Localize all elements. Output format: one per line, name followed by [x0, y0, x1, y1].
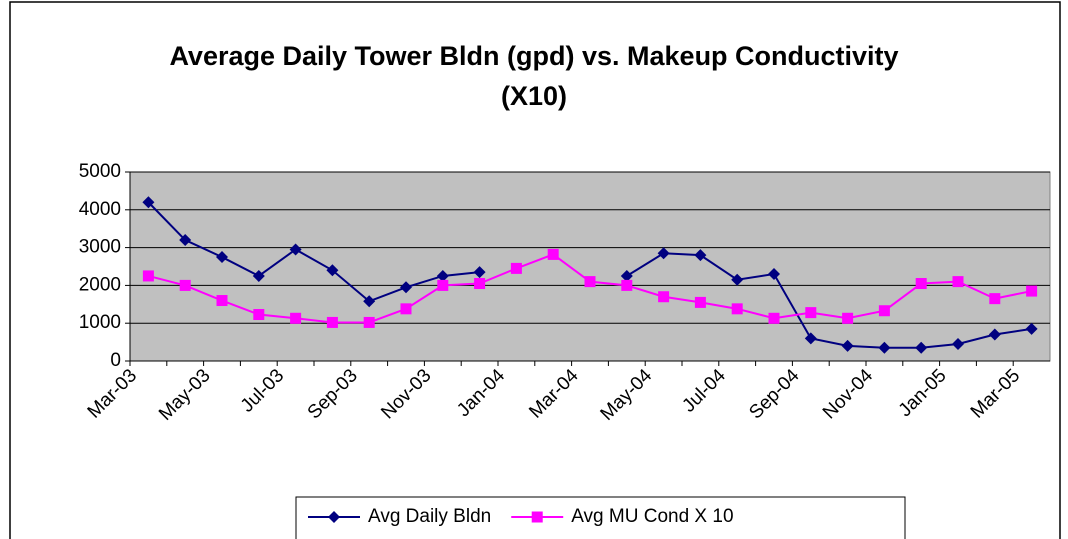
marker [621, 279, 633, 291]
y-tick-label: 2000 [79, 274, 121, 295]
x-tick-label: Mar-04 [525, 365, 583, 423]
series-line [147, 201, 1032, 349]
legend-label: Avg MU Cond X 10 [571, 506, 733, 527]
x-tick-label: May-03 [155, 365, 215, 425]
marker [290, 312, 302, 324]
marker [216, 295, 228, 307]
marker [547, 248, 559, 260]
marker [179, 234, 192, 247]
marker [658, 291, 670, 303]
marker [142, 270, 154, 282]
x-tick-label: Jul-03 [237, 365, 288, 416]
marker [842, 312, 854, 324]
x-tick-label: Sep-03 [304, 365, 362, 423]
y-tick-label: 4000 [79, 199, 121, 220]
marker [326, 264, 339, 277]
plot-area [129, 171, 1051, 362]
marker [1026, 285, 1038, 297]
marker [878, 341, 891, 354]
marker [915, 278, 927, 290]
x-tick-label: Jul-04 [678, 365, 730, 417]
marker [436, 269, 449, 282]
legend-label: Avg Daily Bldn [368, 506, 491, 527]
marker [988, 328, 1001, 341]
y-tick-label: 1000 [79, 312, 121, 333]
x-tick-label: Nov-04 [819, 365, 877, 423]
marker [400, 303, 412, 315]
marker [363, 295, 376, 308]
marker [805, 307, 817, 319]
legend-box [295, 496, 906, 539]
marker [841, 339, 854, 352]
marker [1025, 322, 1038, 335]
marker [989, 293, 1001, 305]
marker [731, 303, 743, 315]
x-tick-label: Jan-04 [453, 365, 509, 421]
marker [620, 269, 633, 282]
legend: Avg Daily Bldn Avg MU Cond X 10 [295, 496, 906, 539]
marker [216, 251, 228, 264]
x-tick-label: Nov-03 [377, 365, 435, 423]
marker [584, 276, 596, 288]
marker [768, 268, 780, 281]
marker [731, 273, 744, 286]
y-tick-label: 5000 [79, 161, 121, 182]
marker [878, 305, 890, 317]
chart-frame [9, 1, 1061, 539]
marker [915, 341, 928, 354]
marker [952, 337, 964, 350]
marker [510, 262, 522, 274]
marker [474, 278, 486, 290]
y-tick-label: 3000 [79, 237, 121, 258]
marker [657, 247, 670, 260]
marker [252, 269, 265, 282]
marker [363, 316, 375, 328]
x-tick-label: Mar-03 [84, 365, 141, 422]
marker [694, 296, 706, 308]
marker [326, 316, 338, 328]
y-tick-label: 0 [110, 350, 121, 371]
marker [142, 196, 155, 209]
chart-title: Average Daily Tower Bldn (gpd) vs. Makeu… [169, 41, 899, 111]
x-tick-label: Mar-05 [967, 365, 1024, 422]
marker [804, 332, 817, 345]
marker [289, 243, 302, 256]
marker [768, 312, 780, 324]
marker [952, 276, 964, 288]
marker [400, 281, 412, 294]
marker [473, 266, 486, 279]
marker [437, 279, 449, 291]
marker [531, 511, 543, 523]
x-tick-label: Jan-05 [895, 365, 951, 421]
marker [328, 511, 340, 523]
x-tick-label: May-04 [597, 365, 657, 425]
x-tick-label: Sep-04 [745, 365, 803, 423]
marker [253, 309, 265, 321]
marker [694, 249, 707, 262]
marker [179, 279, 191, 291]
